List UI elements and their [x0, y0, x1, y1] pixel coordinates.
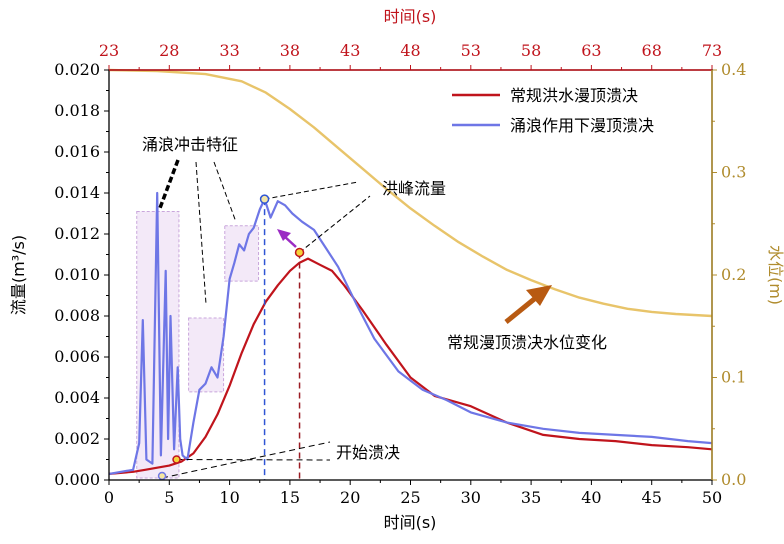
y-left-tick-label-3: 0.006	[54, 347, 100, 366]
y-left-tick-label-8: 0.016	[54, 142, 100, 161]
y-left-tick-label-7: 0.014	[54, 183, 100, 202]
x-tick-label-4: 20	[340, 488, 360, 507]
top-axis-label: 时间(s)	[384, 7, 437, 26]
legend: 常规洪水漫顶溃决 涌浪作用下漫顶溃决	[452, 86, 654, 135]
surge-start-marker	[157, 471, 167, 481]
purple-arrow-head	[277, 229, 291, 241]
y-left-tick-label-0: 0.000	[54, 470, 100, 489]
y-left-tick-label-9: 0.018	[54, 101, 100, 120]
annotation-layer	[157, 159, 552, 481]
axis-ticks	[104, 65, 717, 485]
series-line-surge	[108, 191, 713, 475]
x-axis-label: 时间(s)	[384, 513, 437, 532]
x-tick-label-0: 0	[104, 488, 114, 507]
top-tick-label-1: 28	[159, 41, 179, 60]
brown-arrow-shaft	[504, 294, 540, 324]
y-left-tick-label-10: 0.020	[54, 60, 100, 79]
top-tick-label-5: 48	[400, 41, 420, 60]
y-right-tick-label-0: 0.0	[721, 470, 746, 489]
top-tick-label-6: 53	[461, 41, 481, 60]
annotation-breach-start: 开始溃决	[336, 443, 400, 462]
breach-leader-1	[161, 441, 331, 479]
annotation-surge-features: 涌浪冲击特征	[142, 135, 238, 154]
x-tick-label-5: 25	[400, 488, 420, 507]
x-tick-label-8: 40	[581, 488, 601, 507]
top-tick-label-10: 73	[702, 41, 722, 60]
highlight-box-2	[224, 225, 260, 282]
y-right-tick-label-4: 0.4	[721, 60, 746, 79]
top-tick-label-3: 38	[280, 41, 300, 60]
y-left-tick-label-1: 0.002	[54, 429, 100, 448]
breach-leader-2	[176, 459, 331, 461]
peak-leader-2	[299, 195, 371, 253]
top-tick-label-2: 33	[219, 41, 239, 60]
top-tick-label-8: 63	[581, 41, 601, 60]
x-tick-label-2: 10	[219, 488, 239, 507]
x-tick-label-10: 50	[702, 488, 722, 507]
y-axis-right-label: 水位(m)	[766, 245, 784, 305]
regular-peak-marker	[294, 247, 305, 258]
surge-peak-marker	[259, 194, 270, 204]
x-tick-label-6: 30	[461, 488, 481, 507]
y-axis-left-label: 流量(m³/s)	[9, 235, 28, 315]
series-line-regular	[108, 257, 713, 475]
y-right-tick-label-1: 0.1	[721, 368, 746, 387]
series-line-water-level	[108, 68, 713, 318]
y-left-tick-label-5: 0.010	[54, 265, 100, 284]
x-tick-label-1: 5	[164, 488, 174, 507]
series-layer	[108, 68, 713, 475]
top-tick-label-4: 43	[340, 41, 360, 60]
x-tick-label-7: 35	[521, 488, 541, 507]
annotation-level-change: 常规漫顶溃决水位变化	[447, 333, 607, 352]
x-tick-label-9: 45	[642, 488, 662, 507]
y-left-tick-label-6: 0.012	[54, 224, 100, 243]
legend-label-surge: 涌浪作用下漫顶溃决	[510, 116, 654, 135]
legend-label-regular: 常规洪水漫顶溃决	[510, 86, 638, 105]
annotation-peak-flow: 洪峰流量	[382, 179, 446, 198]
brown-arrow-head	[526, 285, 552, 306]
y-right-tick-label-2: 0.2	[721, 265, 746, 284]
top-tick-label-0: 23	[99, 41, 119, 60]
y-left-tick-label-4: 0.008	[54, 306, 100, 325]
y-left-tick-label-2: 0.004	[54, 388, 100, 407]
top-tick-label-7: 58	[521, 41, 541, 60]
surge-leader-2	[195, 161, 207, 305]
top-tick-label-9: 68	[642, 41, 662, 60]
peak-leader-1	[264, 181, 359, 200]
x-tick-label-3: 15	[280, 488, 300, 507]
y-right-tick-label-3: 0.3	[721, 163, 746, 182]
surge-leader-1	[158, 159, 180, 209]
surge-leader-3	[213, 161, 237, 223]
regular-start-marker	[172, 455, 181, 464]
tick-labels: 0 5 10 15 20 25 30 35 40 45 50 23 28 33 38 43 48 53 58 63 68…	[54, 41, 746, 507]
